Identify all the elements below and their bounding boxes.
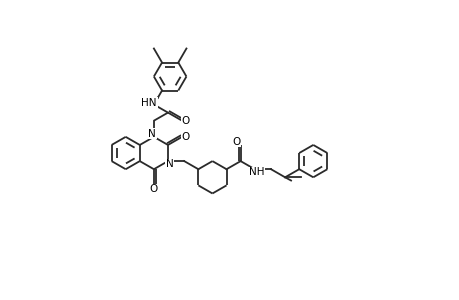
Text: N: N: [148, 129, 156, 139]
Text: O: O: [232, 137, 241, 147]
Text: NH: NH: [249, 167, 264, 177]
Text: O: O: [150, 184, 158, 194]
Text: HN: HN: [141, 98, 157, 108]
Text: O: O: [181, 116, 190, 126]
Text: N: N: [165, 159, 173, 169]
Text: O: O: [181, 132, 189, 142]
